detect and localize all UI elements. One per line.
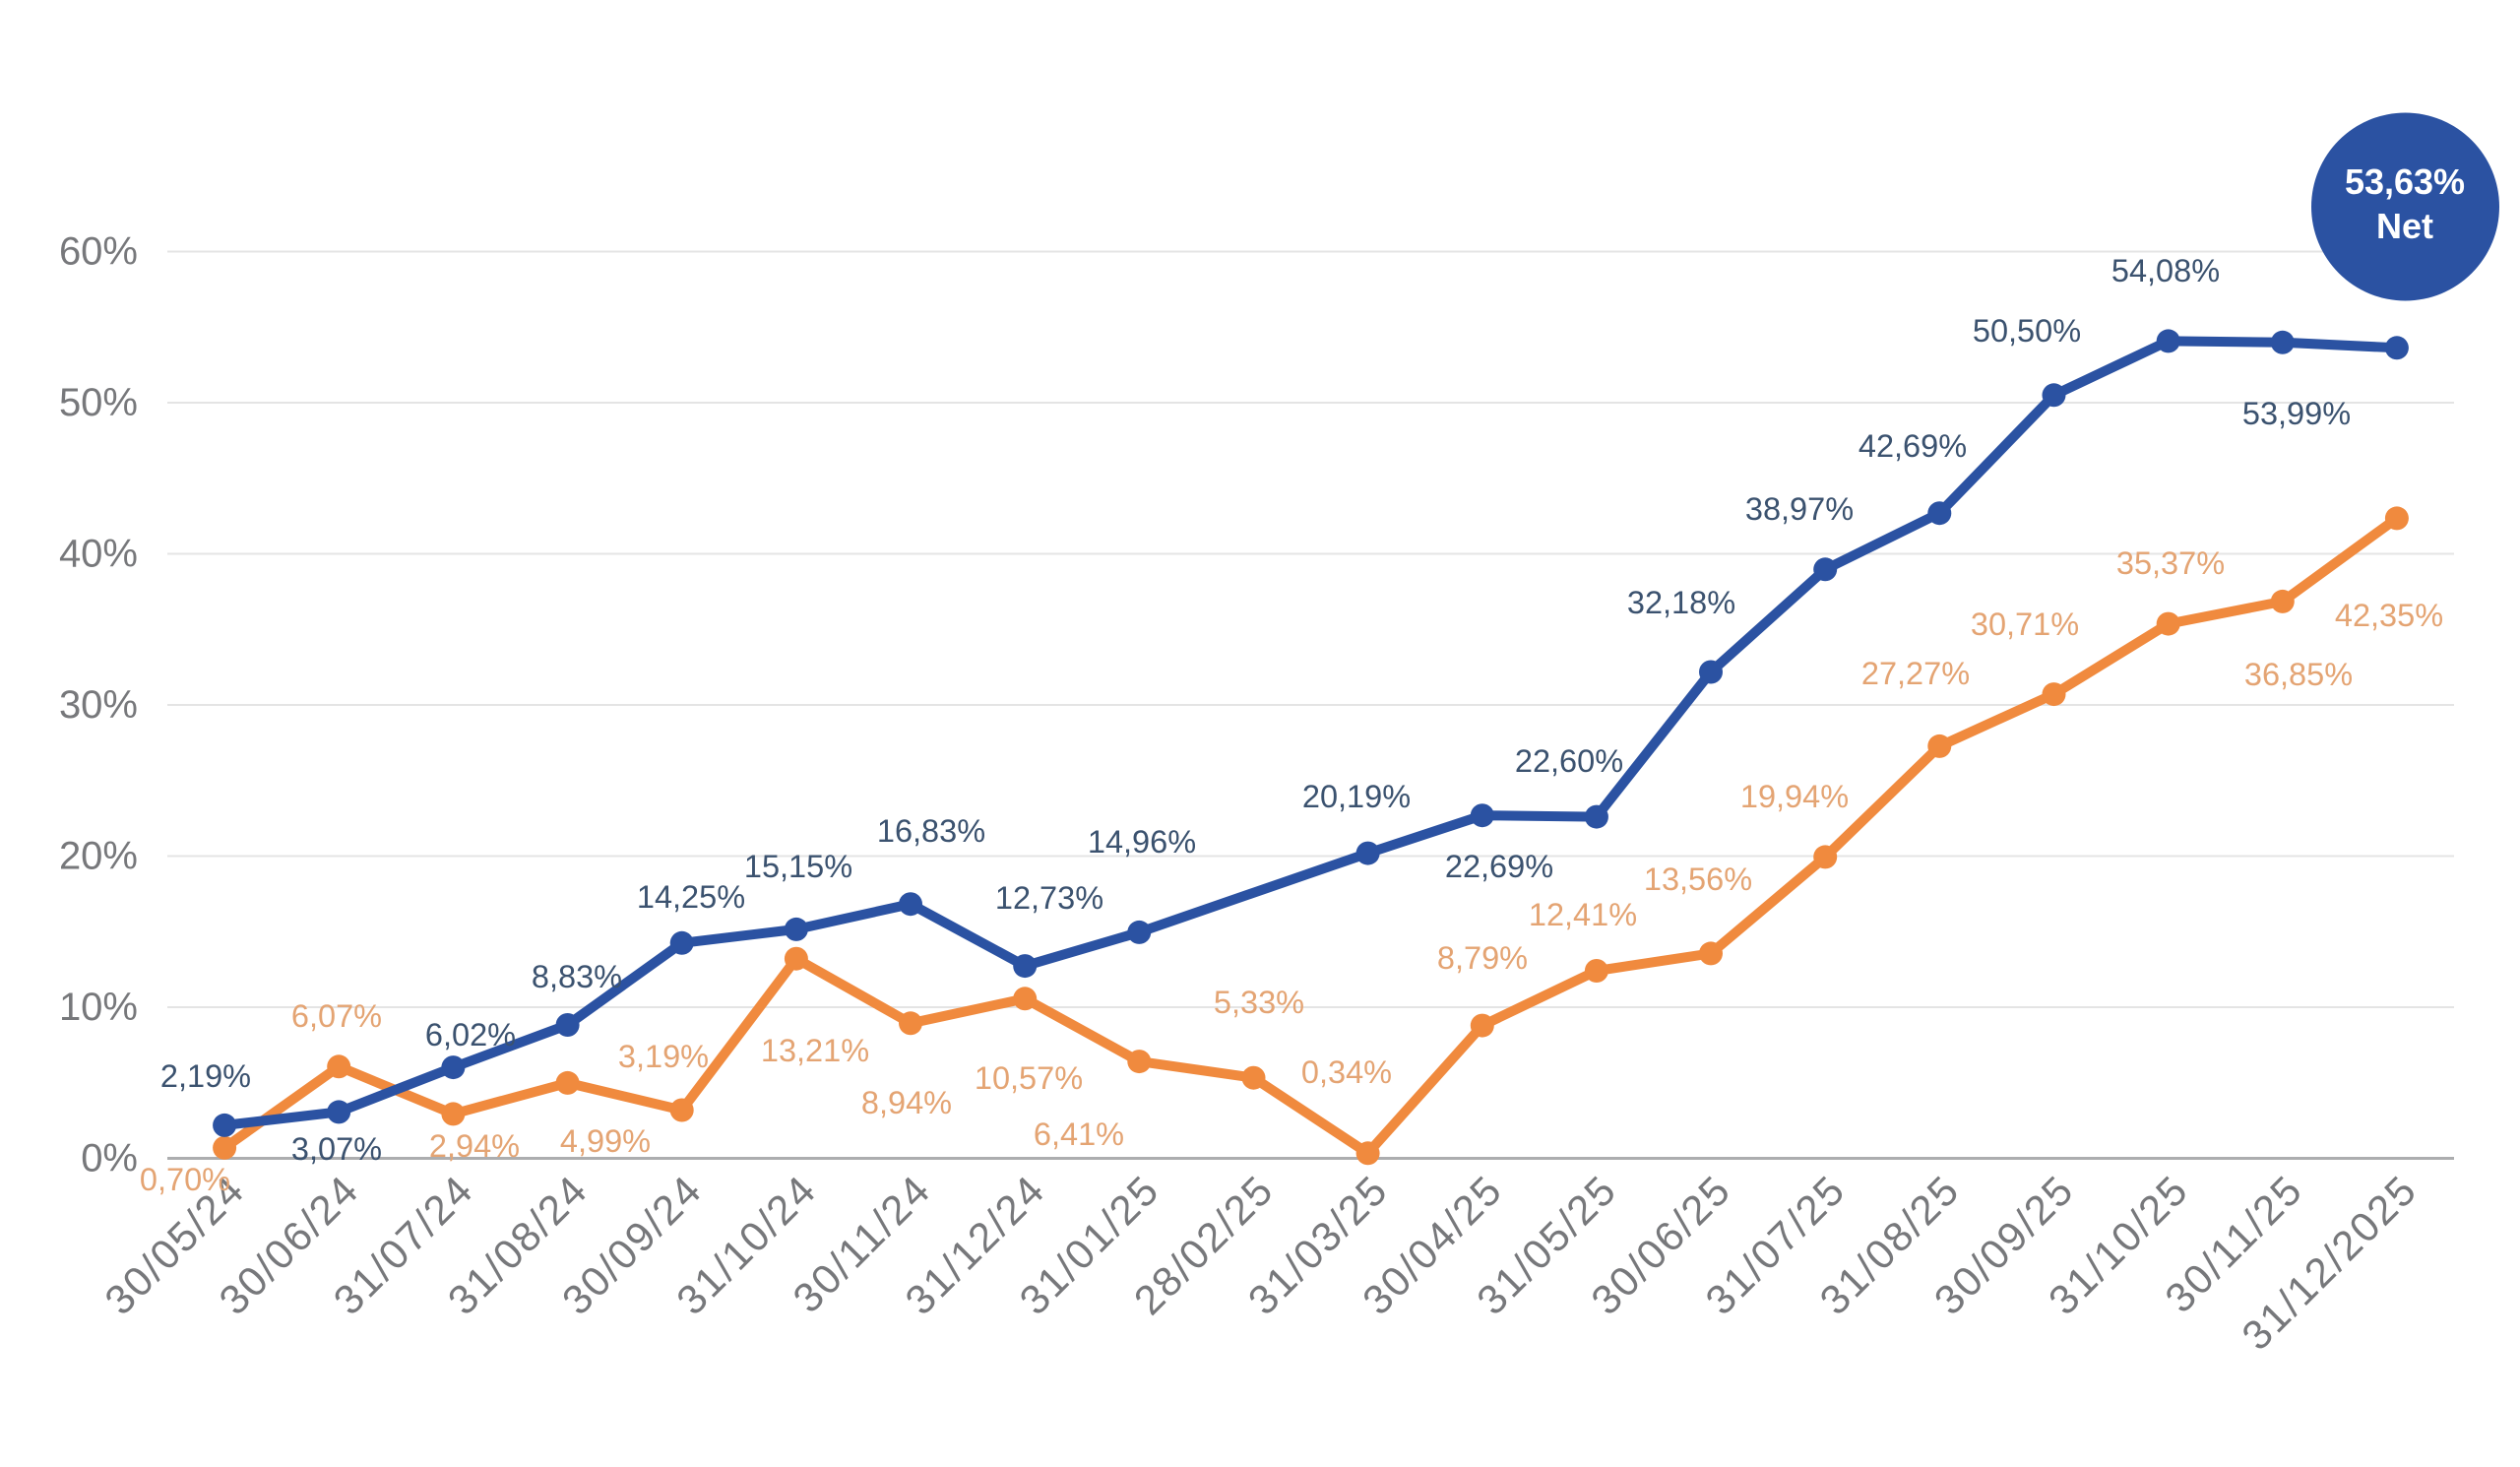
svg-text:30,71%: 30,71%	[1971, 606, 2079, 642]
svg-text:10,57%: 10,57%	[975, 1060, 1083, 1096]
svg-text:13,21%: 13,21%	[761, 1033, 869, 1068]
svg-text:42,35%: 42,35%	[2335, 598, 2443, 633]
svg-text:12,73%: 12,73%	[995, 880, 1103, 916]
svg-text:6,07%: 6,07%	[291, 998, 382, 1034]
svg-text:8,83%: 8,83%	[532, 959, 622, 994]
svg-text:22,69%: 22,69%	[1445, 849, 1553, 884]
svg-text:36,85%: 36,85%	[2244, 657, 2353, 692]
svg-text:38,97%: 38,97%	[1745, 491, 1854, 527]
svg-text:40%: 40%	[59, 533, 138, 576]
svg-text:42,69%: 42,69%	[1858, 428, 1967, 464]
svg-text:30%: 30%	[59, 683, 138, 727]
svg-text:22,60%: 22,60%	[1515, 743, 1623, 779]
svg-text:50%: 50%	[59, 381, 138, 424]
svg-text:Net: Net	[2376, 206, 2433, 246]
svg-text:20,19%: 20,19%	[1302, 779, 1411, 814]
svg-text:60%: 60%	[59, 230, 138, 274]
svg-text:8,94%: 8,94%	[861, 1085, 952, 1120]
svg-text:35,37%: 35,37%	[2116, 545, 2225, 581]
svg-text:8,79%: 8,79%	[1437, 940, 1528, 976]
svg-text:20%: 20%	[59, 835, 138, 878]
svg-text:19,94%: 19,94%	[1740, 779, 1849, 814]
svg-text:6,41%: 6,41%	[1034, 1116, 1124, 1152]
svg-text:0,70%: 0,70%	[140, 1162, 230, 1197]
svg-text:12,41%: 12,41%	[1529, 897, 1637, 932]
svg-text:53,63%: 53,63%	[2345, 161, 2465, 202]
svg-text:6,02%: 6,02%	[425, 1017, 516, 1052]
svg-text:54,08%: 54,08%	[2111, 253, 2220, 288]
svg-text:10%: 10%	[59, 986, 138, 1029]
svg-text:5,33%: 5,33%	[1214, 985, 1304, 1020]
svg-text:50,50%: 50,50%	[1973, 313, 2081, 349]
svg-text:0%: 0%	[81, 1137, 138, 1180]
svg-text:14,96%: 14,96%	[1088, 824, 1196, 860]
svg-text:3,19%: 3,19%	[618, 1039, 709, 1074]
svg-text:27,27%: 27,27%	[1861, 656, 1970, 691]
svg-text:4,99%: 4,99%	[560, 1123, 651, 1159]
svg-text:2,19%: 2,19%	[160, 1058, 251, 1094]
svg-text:53,99%: 53,99%	[2242, 396, 2351, 431]
svg-text:32,18%: 32,18%	[1627, 585, 1735, 620]
svg-text:2,94%: 2,94%	[429, 1128, 520, 1164]
svg-text:13,56%: 13,56%	[1644, 861, 1752, 897]
svg-text:16,83%: 16,83%	[877, 813, 985, 849]
svg-text:14,25%: 14,25%	[637, 879, 745, 915]
svg-text:15,15%: 15,15%	[744, 849, 852, 884]
svg-text:3,07%: 3,07%	[291, 1131, 382, 1167]
svg-text:0,34%: 0,34%	[1301, 1054, 1392, 1090]
